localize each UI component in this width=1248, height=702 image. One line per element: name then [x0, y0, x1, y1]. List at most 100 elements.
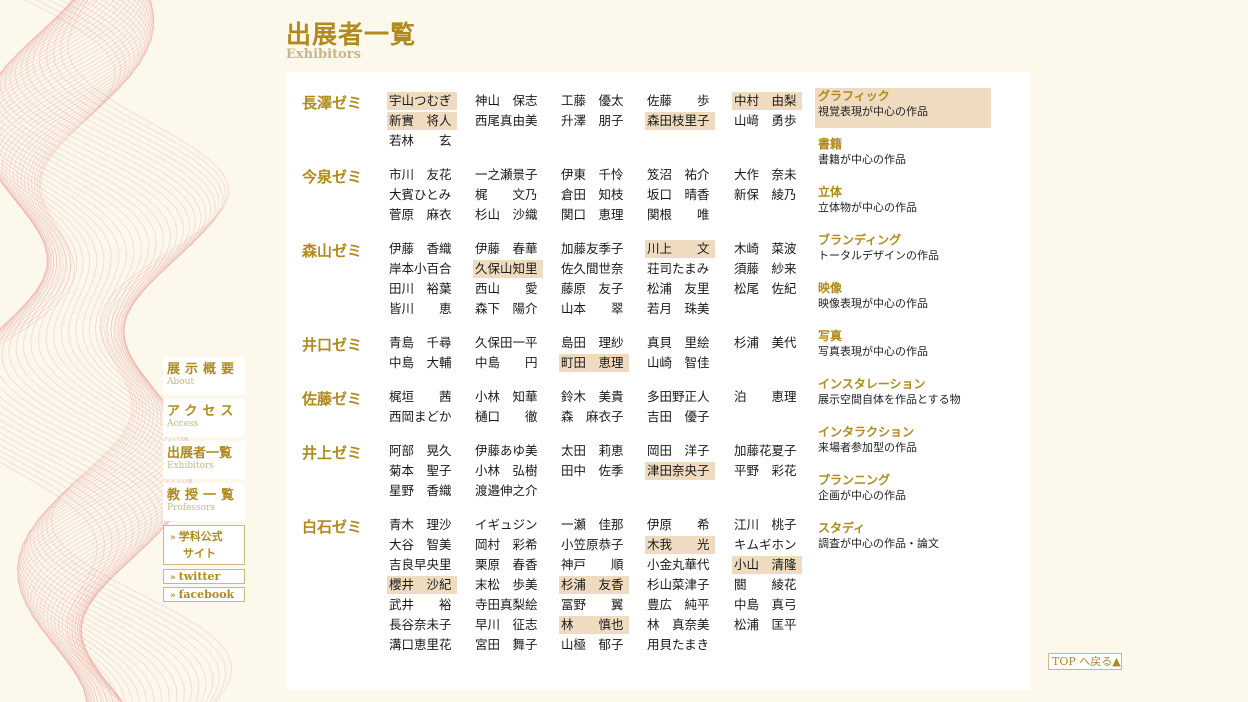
- exhibitor-name[interactable]: 大谷 智美: [389, 537, 452, 552]
- exhibitor-name[interactable]: 小山 清隆: [732, 556, 802, 574]
- exhibitor-name[interactable]: 小金丸華代: [647, 557, 710, 572]
- exhibitor-name[interactable]: 笈沼 祐介: [647, 167, 710, 182]
- exhibitor-name[interactable]: 工藤 優太: [561, 93, 624, 108]
- exhibitor-name[interactable]: 木崎 菜波: [734, 241, 797, 256]
- exhibitor-name[interactable]: 杉浦 友香: [559, 576, 629, 594]
- exhibitor-name[interactable]: 若月 珠美: [647, 301, 710, 316]
- exhibitor-name[interactable]: 梶垣 茜: [389, 389, 452, 404]
- exhibitor-name[interactable]: 大賓ひとみ: [389, 187, 452, 202]
- category-item[interactable]: ブランディング トータルデザインの作品: [815, 232, 991, 264]
- exhibitor-name[interactable]: 泊 恵理: [734, 389, 797, 404]
- category-item[interactable]: 映像 映像表現が中心の作品: [815, 280, 991, 312]
- exhibitor-name[interactable]: 木我 光: [645, 536, 715, 554]
- exhibitor-name[interactable]: 若林 玄: [389, 133, 452, 148]
- exhibitor-name[interactable]: 坂口 晴香: [647, 187, 710, 202]
- exhibitor-name[interactable]: 西尾真由美: [475, 113, 538, 128]
- exhibitor-name[interactable]: 関口 恵理: [561, 207, 624, 222]
- exhibitor-name[interactable]: 小林 弘樹: [475, 463, 538, 478]
- category-item[interactable]: インスタレーション 展示空間自体を作品とする物: [815, 376, 991, 408]
- exhibitor-name[interactable]: 岡村 彩希: [475, 537, 538, 552]
- exhibitor-name[interactable]: 市川 友花: [389, 167, 452, 182]
- exhibitor-name[interactable]: 伊原 希: [647, 517, 710, 532]
- nav-access[interactable]: アクセス Access: [163, 399, 245, 437]
- exhibitor-name[interactable]: 田川 裕葉: [389, 281, 452, 296]
- exhibitor-name[interactable]: 杉山 沙織: [475, 207, 538, 222]
- exhibitor-name[interactable]: 早川 征志: [475, 617, 538, 632]
- exhibitor-name[interactable]: 田中 佐季: [561, 463, 624, 478]
- exhibitor-name[interactable]: 山﨑 勇歩: [734, 113, 797, 128]
- exhibitor-name[interactable]: 伊藤 春華: [475, 241, 538, 256]
- exhibitor-name[interactable]: 星野 香織: [389, 483, 452, 498]
- exhibitor-name[interactable]: 中村 由梨: [732, 92, 802, 110]
- exhibitor-name[interactable]: 町田 恵理: [559, 354, 629, 372]
- exhibitor-name[interactable]: 青島 千尋: [389, 335, 452, 350]
- exhibitor-name[interactable]: 関根 唯: [647, 207, 710, 222]
- exhibitor-name[interactable]: 宇山つむぎ: [387, 92, 457, 110]
- category-item[interactable]: グラフィック 視覚表現が中心の作品: [815, 88, 991, 128]
- facebook-link[interactable]: » facebook: [163, 587, 245, 602]
- exhibitor-name[interactable]: 神山 保志: [475, 93, 538, 108]
- exhibitor-name[interactable]: 樋口 徹: [475, 409, 538, 424]
- exhibitor-name[interactable]: 岸本小百合: [389, 261, 452, 276]
- exhibitor-name[interactable]: 森下 陽介: [475, 301, 538, 316]
- exhibitor-name[interactable]: 末松 歩美: [475, 577, 538, 592]
- exhibitor-name[interactable]: 中島 円: [475, 355, 538, 370]
- category-item[interactable]: 立体 立体物が中心の作品: [815, 184, 991, 216]
- exhibitor-name[interactable]: 岡田 洋子: [647, 443, 710, 458]
- exhibitor-name[interactable]: 津田奈央子: [645, 462, 715, 480]
- category-item[interactable]: 書籍 書籍が中心の作品: [815, 136, 991, 168]
- exhibitor-name[interactable]: 一之瀬景子: [475, 167, 538, 182]
- back-to-top-button[interactable]: TOP へ戻る▲: [1048, 653, 1122, 670]
- exhibitor-name[interactable]: 青木 理沙: [389, 517, 452, 532]
- exhibitor-name[interactable]: 多田野正人: [647, 389, 710, 404]
- exhibitor-name[interactable]: 鈴木 美貴: [561, 389, 624, 404]
- nav-about[interactable]: 展示概要 About: [163, 357, 245, 395]
- category-item[interactable]: インタラクション 来場者参加型の作品: [815, 424, 991, 456]
- exhibitor-name[interactable]: 宮田 舞子: [475, 637, 538, 652]
- exhibitor-name[interactable]: 櫻井 沙紀: [387, 576, 457, 594]
- exhibitor-name[interactable]: 松尾 佐紀: [734, 281, 797, 296]
- exhibitor-name[interactable]: 新保 綾乃: [734, 187, 797, 202]
- category-item[interactable]: 写真 写真表現が中心の作品: [815, 328, 991, 360]
- nav-exhibitors[interactable]: 出展者一覧 Exhibitors: [163, 441, 245, 479]
- exhibitor-name[interactable]: 阿部 晃久: [389, 443, 452, 458]
- exhibitor-name[interactable]: 伊藤あゆ美: [475, 443, 538, 458]
- exhibitor-name[interactable]: 中島 真弓: [734, 597, 797, 612]
- exhibitor-name[interactable]: 山極 郁子: [561, 637, 624, 652]
- exhibitor-name[interactable]: 川上 文: [645, 240, 715, 258]
- exhibitor-name[interactable]: 伊藤 香織: [389, 241, 452, 256]
- twitter-link[interactable]: » twitter: [163, 569, 245, 584]
- exhibitor-name[interactable]: 佐藤 歩: [647, 93, 710, 108]
- exhibitor-name[interactable]: 真貝 里絵: [647, 335, 710, 350]
- nav-professors[interactable]: 教授一覧 Professors: [163, 483, 245, 521]
- exhibitor-name[interactable]: 菅原 麻衣: [389, 207, 452, 222]
- exhibitor-name[interactable]: 杉山菜津子: [647, 577, 710, 592]
- exhibitor-name[interactable]: 西山 愛: [475, 281, 538, 296]
- exhibitor-name[interactable]: 吉田 優子: [647, 409, 710, 424]
- exhibitor-name[interactable]: 冨野 翼: [561, 597, 624, 612]
- exhibitor-name[interactable]: 伊東 千怜: [561, 167, 624, 182]
- exhibitor-name[interactable]: 菊本 聖子: [389, 463, 452, 478]
- exhibitor-name[interactable]: 豊広 純平: [647, 597, 710, 612]
- exhibitor-name[interactable]: 倉田 知枝: [561, 187, 624, 202]
- exhibitor-name[interactable]: 林 慎也: [559, 616, 629, 634]
- exhibitor-name[interactable]: 加藤友季子: [561, 241, 624, 256]
- official-site-link[interactable]: » 学科公式 サイト: [163, 525, 245, 565]
- exhibitor-name[interactable]: キムギホン: [734, 537, 797, 552]
- exhibitor-name[interactable]: 杉浦 美代: [734, 335, 797, 350]
- exhibitor-name[interactable]: 栗原 春香: [475, 557, 538, 572]
- exhibitor-name[interactable]: 松浦 匡平: [734, 617, 797, 632]
- exhibitor-name[interactable]: 吉良早央里: [389, 557, 452, 572]
- exhibitor-name[interactable]: 大作 奈未: [734, 167, 797, 182]
- exhibitor-name[interactable]: 寺田真梨絵: [475, 597, 538, 612]
- exhibitor-name[interactable]: 藤原 友子: [561, 281, 624, 296]
- exhibitor-name[interactable]: 須藤 紗来: [734, 261, 797, 276]
- exhibitor-name[interactable]: 森 麻衣子: [561, 409, 624, 424]
- exhibitor-name[interactable]: 一瀬 佳那: [561, 517, 624, 532]
- exhibitor-name[interactable]: 平野 彩花: [734, 463, 797, 478]
- exhibitor-name[interactable]: 長谷奈未子: [389, 617, 452, 632]
- exhibitor-name[interactable]: 小林 知華: [475, 389, 538, 404]
- exhibitor-name[interactable]: 溝口恵里花: [389, 637, 452, 652]
- exhibitor-name[interactable]: 西岡まどか: [389, 409, 452, 424]
- exhibitor-name[interactable]: 島田 理紗: [561, 335, 624, 350]
